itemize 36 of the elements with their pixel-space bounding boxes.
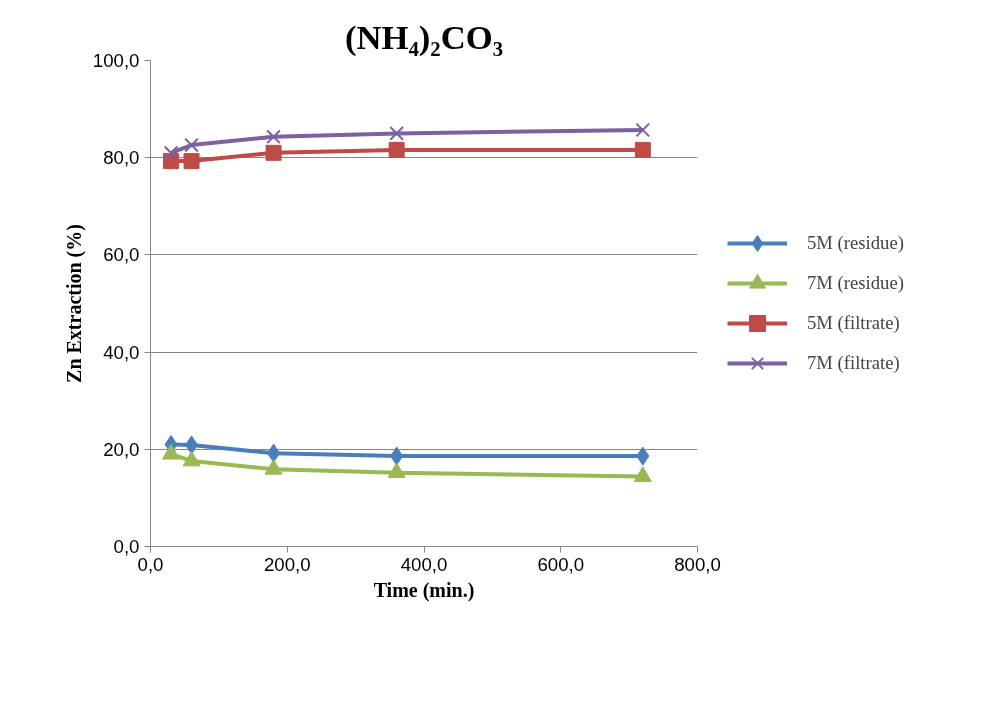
point (635, 122, 651, 138)
point (388, 141, 405, 158)
point (633, 466, 652, 482)
x-tick-label: 200,0 (263, 553, 311, 575)
point (264, 458, 283, 475)
legend-label: 7M (residue) (807, 272, 904, 294)
point (267, 443, 281, 463)
y-tick-label: 0,0 (113, 536, 140, 557)
point (163, 145, 179, 161)
point (182, 450, 201, 467)
legend-label: 5M (filtrate) (807, 312, 900, 334)
y-tick-label: 100,0 (92, 50, 140, 71)
legend-label: 7M (filtrate) (807, 352, 900, 374)
point (183, 153, 200, 170)
legend-label: 5M (residue) (807, 232, 904, 254)
point (634, 141, 651, 158)
y-tick-label: 40,0 (103, 341, 140, 363)
x-tick-label: 0,0 (137, 553, 164, 575)
point (390, 446, 404, 466)
point (387, 462, 406, 479)
point (636, 446, 650, 466)
y-tick-label: 20,0 (103, 438, 140, 460)
chart-title: (NH₄)₂CO₃ (344, 17, 504, 57)
x-tick-label: 400,0 (400, 553, 448, 575)
point (185, 435, 199, 455)
x-tick-label: 600,0 (537, 553, 585, 575)
point (184, 137, 199, 153)
point (266, 129, 281, 145)
y-tick-label: 80,0 (103, 147, 140, 169)
point (162, 443, 181, 460)
x-axis-title: Time (min.) (373, 578, 475, 602)
point (389, 126, 405, 141)
x-tick-label: 800,0 (674, 553, 721, 575)
y-axis-title: Zn Extraction (%) (62, 224, 86, 383)
y-tick-label: 60,0 (103, 244, 140, 266)
point (265, 144, 282, 161)
